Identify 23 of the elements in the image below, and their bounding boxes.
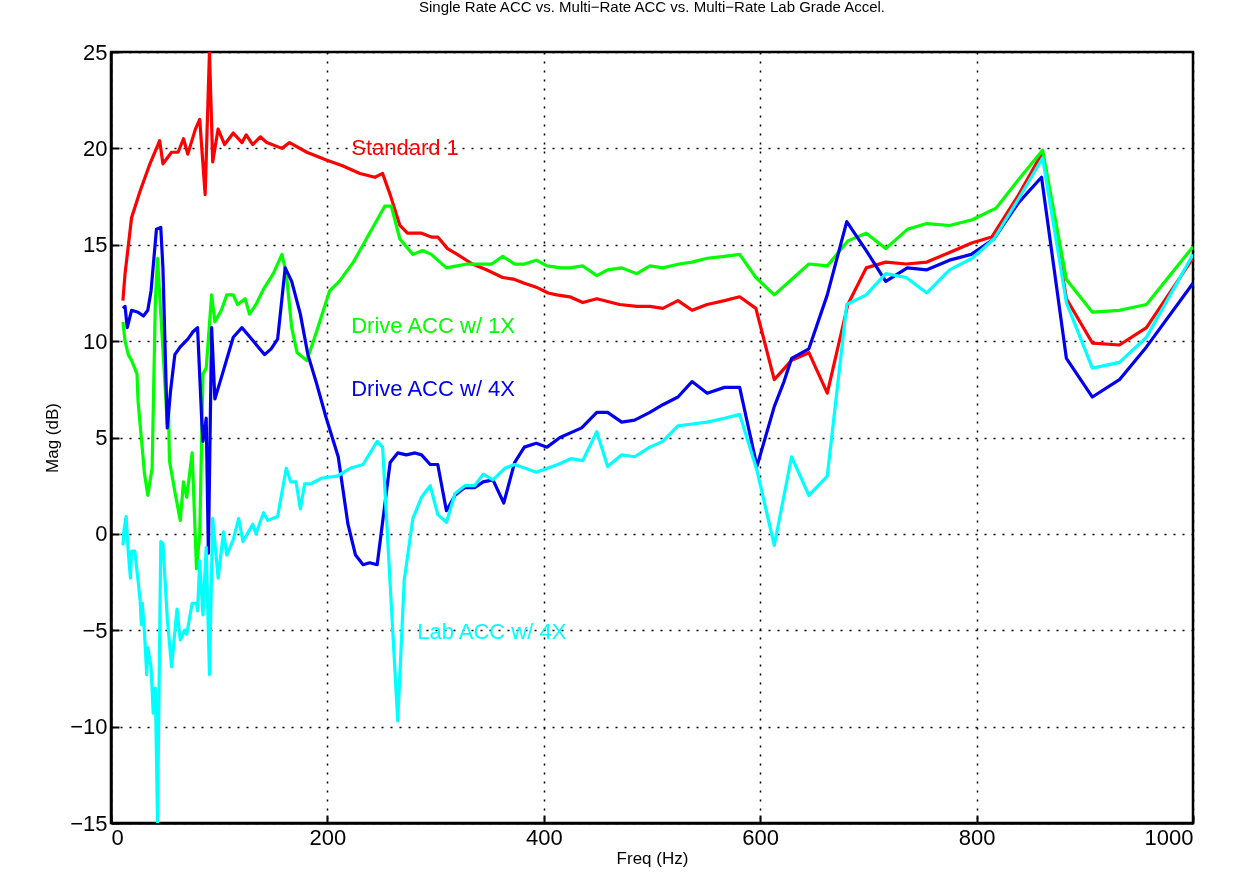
y-axis-title: Mag (dB) [43,403,63,473]
x-tick-label: 400 [525,824,563,850]
y-tick-label: 10 [83,328,108,354]
line-series [121,156,1193,823]
x-tick-label: 800 [958,824,996,850]
chart-title: Single Rate ACC vs. Multi−Rate ACC vs. Multi−Rate Lab Grade Accel. [418,0,886,15]
x-tick-label: 1000 [1144,824,1194,850]
x-axis-title: Freq (Hz) [616,848,689,868]
y-tick-label: −5 [82,617,108,643]
series-label: Standard 1 [351,135,459,161]
y-tick-label: −15 [70,810,108,836]
y-tick-label: 20 [83,135,108,161]
y-tick-label: −10 [70,714,108,740]
y-tick-label: 5 [95,425,108,450]
x-tick-label: 0 [111,824,124,850]
x-tick-label: 200 [309,824,347,850]
series-label: Lab ACC w/ 4X [417,619,567,645]
y-tick-label: 15 [83,232,108,258]
y-tick-label: 0 [95,521,108,547]
y-tick-label: 25 [83,39,108,65]
series-label: Drive ACC w/ 4X [351,376,516,402]
x-tick-label: 600 [742,824,780,850]
series-label: Drive ACC w/ 1X [351,312,516,338]
